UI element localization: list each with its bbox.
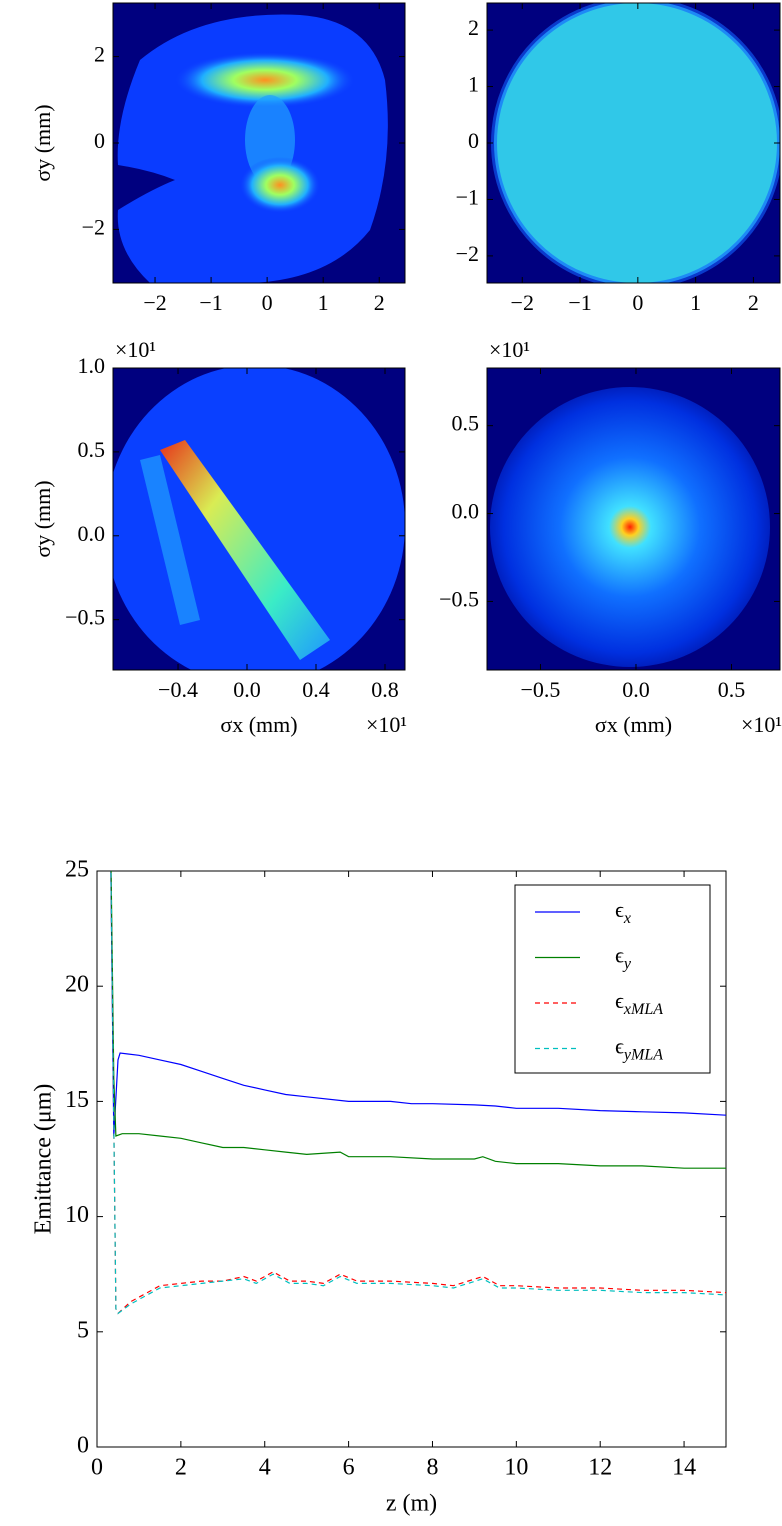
x-tick-label: 8	[426, 1455, 438, 1481]
plot-lines	[110, 871, 726, 1315]
x-tick-label: 0	[91, 1455, 103, 1481]
x-tick-label: 4	[259, 1455, 271, 1481]
series-line	[110, 871, 726, 1315]
y-tick-label: 0	[77, 1433, 89, 1459]
plot-frame	[96, 870, 727, 1448]
y-tick-label: 20	[65, 972, 89, 998]
x-axis-label: σx (mm)	[595, 712, 672, 737]
y-tick-label: 0.5	[78, 437, 106, 462]
series-line	[110, 871, 726, 1315]
x-tick-label: 12	[588, 1455, 612, 1481]
y-tick-label: −0.5	[65, 605, 105, 630]
x-tick-label: 0.0	[622, 677, 650, 702]
x-tick-label: −0.5	[521, 677, 561, 702]
x-tick-label: 1	[318, 290, 329, 315]
series-line	[110, 871, 726, 1169]
y-tick-label: 0	[94, 128, 105, 153]
y-tick-label: 0	[468, 128, 479, 153]
x-tick-label: 2	[374, 290, 385, 315]
y-tick-label: −2	[82, 214, 105, 239]
x-tick-label: −1	[568, 290, 591, 315]
y-axis-label: Emittance (μm)	[31, 1084, 57, 1235]
x-axis-label: z (m)	[386, 1491, 437, 1517]
y-tick-label: 2	[94, 42, 105, 67]
y-offset-label: ×10¹	[115, 337, 156, 362]
x-tick-label: 0	[262, 290, 273, 315]
plot-frame	[112, 2, 406, 284]
heatmap-image	[487, 3, 780, 283]
x-offset-label: ×10¹	[741, 712, 782, 737]
heatmap-image	[487, 368, 780, 670]
x-tick-label: 14	[672, 1455, 696, 1481]
x-tick-label: 0.0	[233, 677, 261, 702]
y-offset-label: ×10¹	[489, 337, 530, 362]
heatmap-image	[113, 3, 405, 283]
x-tick-label: 2	[175, 1455, 187, 1481]
x-tick-label: −0.4	[158, 677, 198, 702]
y-tick-label: 0.5	[452, 411, 480, 436]
x-tick-label: 1	[690, 290, 701, 315]
x-offset-label: ×10¹	[366, 712, 407, 737]
y-tick-label: −2	[456, 241, 479, 266]
y-tick-label: 0.0	[78, 521, 106, 546]
x-tick-label: 0	[632, 290, 643, 315]
plot-frame	[486, 2, 781, 284]
x-tick-label: 6	[343, 1455, 355, 1481]
y-tick-label: 1.0	[78, 353, 106, 378]
y-axis-label: σy (mm)	[30, 480, 55, 557]
x-tick-label: −1	[199, 290, 222, 315]
x-tick-label: 2	[748, 290, 759, 315]
x-axis-label: σx (mm)	[220, 712, 297, 737]
x-tick-label: −2	[511, 290, 534, 315]
x-tick-label: 10	[504, 1455, 528, 1481]
heatmap-image	[113, 368, 405, 670]
y-tick-label: −0.5	[439, 586, 479, 611]
y-tick-label: 5	[77, 1317, 89, 1343]
y-tick-label: −1	[456, 184, 479, 209]
plot-frame	[486, 367, 781, 671]
x-tick-label: −2	[143, 290, 166, 315]
y-tick-label: 0.0	[452, 499, 480, 524]
series-line	[110, 871, 726, 1137]
y-tick-label: 2	[468, 15, 479, 40]
y-tick-label: 25	[65, 857, 89, 883]
y-tick-label: 10	[65, 1202, 89, 1228]
x-tick-label: 0.5	[718, 677, 746, 702]
x-tick-label: 0.8	[371, 677, 399, 702]
y-tick-label: 15	[65, 1087, 89, 1113]
y-axis-label: σy (mm)	[30, 104, 55, 181]
legend-box	[514, 884, 711, 1074]
y-tick-label: 1	[468, 72, 479, 97]
plot-frame	[112, 367, 406, 671]
x-tick-label: 0.4	[302, 677, 330, 702]
